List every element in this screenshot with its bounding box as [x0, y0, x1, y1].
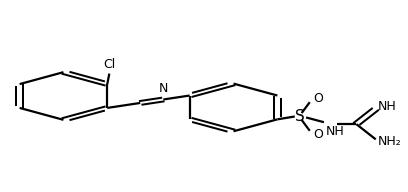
Text: S: S: [295, 109, 304, 124]
Text: O: O: [313, 92, 323, 105]
Text: Cl: Cl: [103, 58, 115, 71]
Text: NH₂: NH₂: [377, 135, 401, 148]
Text: O: O: [313, 128, 323, 141]
Text: NH: NH: [326, 125, 345, 138]
Text: NH: NH: [377, 100, 396, 113]
Text: N: N: [159, 82, 168, 95]
